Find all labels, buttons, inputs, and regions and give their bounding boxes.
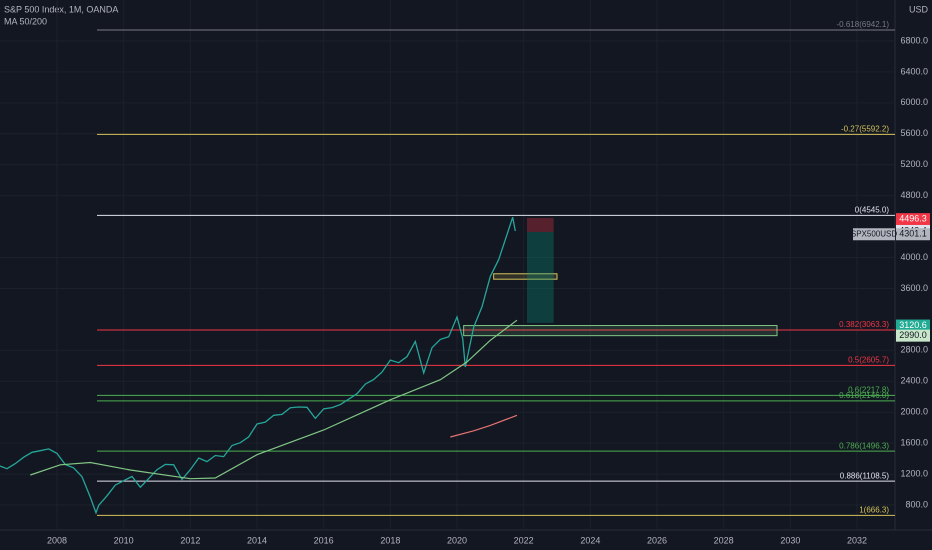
y-tick-label: 2000.0 [900, 407, 928, 417]
chart-title: S&P 500 Index, 1M, OANDA [4, 4, 118, 14]
price-badge-label: 2990.0 [899, 330, 927, 340]
zone-box [493, 273, 558, 280]
price-badge-label: 4301.1 [899, 229, 927, 239]
y-tick-label: 5200.0 [900, 159, 928, 169]
y-tick-label: 2800.0 [900, 345, 928, 355]
fib-label: 1(666.3) [859, 505, 889, 514]
y-tick-label: 3600.0 [900, 283, 928, 293]
fib-label: 0(4545.0) [855, 205, 890, 214]
x-tick-label: 2026 [647, 535, 667, 545]
price-badge-label: 4496.3 [899, 214, 927, 224]
x-tick-label: 2016 [314, 535, 334, 545]
x-tick-label: 2008 [47, 535, 67, 545]
symbol-badge [853, 228, 895, 241]
x-tick-label: 2030 [780, 535, 800, 545]
indicator-label: MA 50/200 [4, 16, 47, 26]
price-line [0, 216, 516, 515]
x-tick-label: 2032 [847, 535, 867, 545]
position-target [527, 232, 554, 323]
position-stop [527, 217, 554, 233]
fib-label: -0.618(6942.1) [837, 20, 890, 29]
x-tick-label: 2014 [247, 535, 267, 545]
fib-label: 0.6(2217.8) [848, 385, 889, 394]
price-badge [896, 329, 930, 342]
fib-label: 0.886(1108.5) [840, 471, 890, 480]
x-tick-label: 2024 [580, 535, 600, 545]
fib-label: -0.27(5592.2) [841, 125, 889, 134]
y-tick-label: 5600.0 [900, 128, 928, 138]
y-tick-label: 6800.0 [900, 35, 928, 45]
y-tick-label: 4000.0 [900, 252, 928, 262]
moving-average [450, 414, 518, 438]
x-tick-label: 2028 [714, 535, 734, 545]
y-tick-label: 2400.0 [900, 376, 928, 386]
x-tick-label: 2018 [380, 535, 400, 545]
x-tick-label: 2020 [447, 535, 467, 545]
y-tick-label: 1600.0 [900, 438, 928, 448]
y-tick-label: 4800.0 [900, 190, 928, 200]
moving-average [30, 319, 518, 480]
y-tick-label: 1200.0 [900, 468, 928, 478]
price-badge-label: 3120.6 [899, 320, 927, 330]
x-tick-label: 2010 [114, 535, 134, 545]
zone-box [463, 325, 778, 337]
y-tick-label: 6000.0 [900, 97, 928, 107]
fib-label: 0.786(1496.3) [839, 441, 889, 450]
x-tick-label: 2012 [180, 535, 200, 545]
symbol-badge-label: SPX500USD [851, 229, 897, 238]
y-tick-label: 800.0 [905, 499, 928, 509]
fib-label: 0.618(2146.0) [839, 391, 889, 400]
price-badge [896, 213, 930, 226]
y-tick-label: 6400.0 [900, 66, 928, 76]
x-tick-label: 2022 [514, 535, 534, 545]
price-badge [896, 319, 930, 332]
price-badge [896, 228, 930, 241]
currency-label: USD [909, 4, 929, 14]
fib-label: 0.5(2605.7) [848, 355, 889, 364]
fib-label: 0.382(3063.3) [839, 320, 889, 329]
